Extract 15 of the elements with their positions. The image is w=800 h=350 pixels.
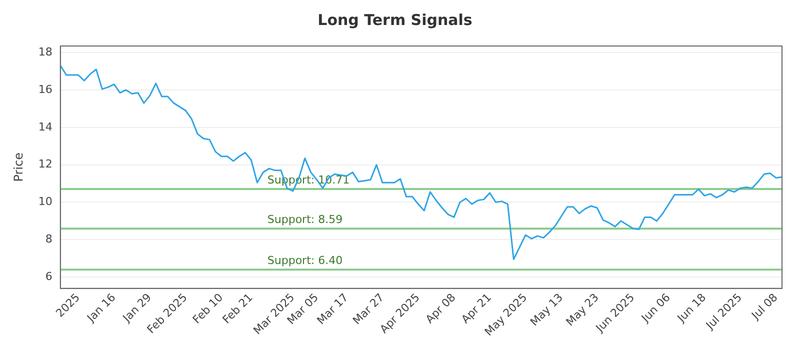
y-tick-label: 16	[38, 82, 52, 96]
y-axis-title: Price	[11, 152, 26, 182]
y-tick-label: 12	[38, 158, 52, 171]
y-tick-label: 6	[45, 270, 52, 283]
ref-line-label: Support: 8.59	[267, 212, 343, 226]
y-tick-label: 8	[45, 232, 52, 246]
x-tick-label: Jan 16	[84, 290, 118, 326]
y-tick-label: 18	[38, 45, 52, 58]
x-tick-label: Jun 06	[638, 290, 673, 326]
x-tick-label: Jul 08	[748, 290, 780, 323]
x-tick-label: Apr 08	[423, 290, 458, 326]
ref-line-label: Support: 6.40	[267, 254, 343, 267]
y-tick-label: 10	[38, 195, 52, 208]
chart-title: Long Term Signals	[318, 10, 472, 29]
y-tick-label: 14	[38, 120, 52, 134]
